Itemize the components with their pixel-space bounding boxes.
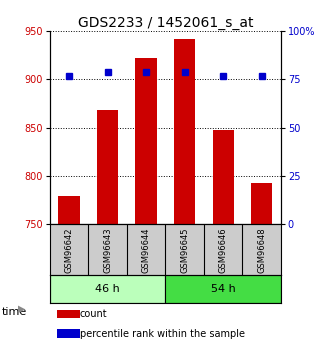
Text: 54 h: 54 h — [211, 284, 236, 294]
Text: 46 h: 46 h — [95, 284, 120, 294]
Text: time: time — [2, 307, 27, 317]
Bar — [50, 275, 165, 303]
Text: percentile rank within the sample: percentile rank within the sample — [80, 329, 245, 339]
Bar — [213, 130, 234, 225]
Text: GSM96644: GSM96644 — [142, 227, 151, 273]
Bar — [97, 110, 118, 225]
Bar — [135, 58, 157, 225]
Text: GSM96645: GSM96645 — [180, 227, 189, 273]
Text: count: count — [80, 309, 108, 319]
Bar — [58, 196, 80, 225]
Bar — [165, 275, 281, 303]
Bar — [174, 39, 195, 225]
Text: GSM96648: GSM96648 — [257, 227, 266, 273]
Text: GSM96646: GSM96646 — [219, 227, 228, 273]
Text: ▶: ▶ — [18, 304, 25, 314]
Bar — [57, 309, 80, 318]
Text: GSM96642: GSM96642 — [65, 227, 74, 273]
Text: GSM96643: GSM96643 — [103, 227, 112, 273]
Bar — [57, 329, 80, 338]
Bar — [251, 183, 272, 225]
Title: GDS2233 / 1452061_s_at: GDS2233 / 1452061_s_at — [78, 16, 253, 30]
